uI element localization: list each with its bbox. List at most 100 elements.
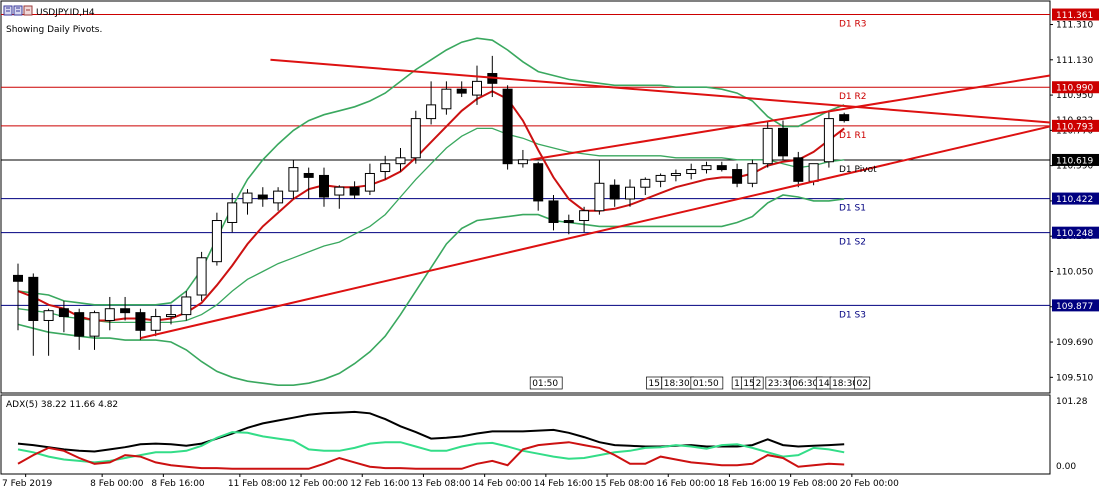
- candle[interactable]: [548, 195, 559, 231]
- candle[interactable]: [670, 169, 681, 182]
- time-marker-text: 23:30: [768, 379, 794, 389]
- candle[interactable]: [334, 185, 345, 209]
- bollinger-upper-line: [17, 37, 845, 306]
- candle[interactable]: [273, 187, 284, 211]
- candle[interactable]: [196, 251, 207, 301]
- candle-body: [426, 104, 437, 120]
- time-tick-label: 12 Feb 16:00: [350, 479, 409, 489]
- candle[interactable]: [410, 110, 421, 164]
- candle-body: [640, 178, 651, 188]
- candle[interactable]: [732, 163, 743, 188]
- price-box-4: [1052, 192, 1099, 205]
- candle[interactable]: [762, 120, 773, 168]
- trendline-2[interactable]: [140, 125, 1051, 340]
- candle[interactable]: [242, 189, 253, 215]
- candle[interactable]: [319, 167, 329, 207]
- candle[interactable]: [823, 110, 834, 168]
- candle[interactable]: [517, 149, 528, 168]
- candle[interactable]: [28, 273, 39, 356]
- candle[interactable]: [426, 81, 437, 125]
- candle-body: [548, 200, 559, 223]
- candle[interactable]: [625, 179, 635, 207]
- candle[interactable]: [104, 296, 115, 331]
- candle[interactable]: [472, 65, 482, 105]
- candle[interactable]: [43, 308, 54, 356]
- candle-body: [211, 220, 222, 263]
- candle[interactable]: [58, 300, 69, 333]
- candle[interactable]: [701, 161, 712, 174]
- chart-type-icon[interactable]: [3, 5, 33, 16]
- price-box-1: [1052, 81, 1099, 94]
- candle-body: [655, 174, 666, 182]
- candle[interactable]: [563, 214, 574, 235]
- candle-body: [793, 157, 804, 182]
- time-marker-text: 01:50: [532, 379, 558, 389]
- candle-body: [181, 296, 192, 316]
- pivot-label-2: D1 R1: [839, 131, 867, 141]
- bollinger-lower-line: [17, 194, 845, 387]
- time-tick-label: 20 Feb 00:00: [840, 479, 899, 489]
- candle[interactable]: [456, 81, 467, 98]
- price-tick-label: 111.130: [1056, 56, 1093, 66]
- candle-body: [120, 308, 131, 314]
- candle[interactable]: [594, 159, 605, 215]
- candle[interactable]: [716, 161, 727, 172]
- candle[interactable]: [640, 177, 651, 196]
- candle-body: [808, 163, 819, 182]
- candle-body: [28, 276, 39, 321]
- time-marker-box: [854, 376, 871, 390]
- pivot-label-5: D1 S2: [839, 238, 866, 248]
- candle-body: [456, 88, 467, 94]
- candle[interactable]: [181, 291, 192, 321]
- candle[interactable]: [211, 212, 222, 266]
- candle[interactable]: [793, 151, 804, 188]
- candle[interactable]: [150, 308, 161, 337]
- time-tick-label: 11 Feb 08:00: [228, 479, 287, 489]
- candle[interactable]: [839, 112, 850, 123]
- candle[interactable]: [395, 148, 406, 172]
- candle[interactable]: [227, 193, 238, 233]
- candle[interactable]: [74, 308, 85, 350]
- candle[interactable]: [747, 159, 758, 188]
- candle[interactable]: [579, 206, 590, 233]
- candle[interactable]: [380, 155, 391, 180]
- time-tick-label: 13 Feb 08:00: [411, 479, 470, 489]
- time-marker-box: [753, 376, 764, 390]
- candle[interactable]: [166, 304, 176, 325]
- trendline-1[interactable]: [530, 74, 1051, 161]
- candle-body: [410, 118, 421, 159]
- time-marker-box: [529, 376, 563, 390]
- candle[interactable]: [89, 310, 100, 350]
- candle[interactable]: [135, 308, 146, 341]
- candle-body: [823, 118, 834, 163]
- candle[interactable]: [349, 181, 360, 199]
- trendlines-layer[interactable]: [140, 58, 1051, 340]
- pivot-label-0: D1 R3: [839, 20, 867, 30]
- candles-layer[interactable]: [13, 55, 850, 356]
- candle[interactable]: [303, 167, 314, 199]
- candle[interactable]: [441, 81, 452, 115]
- trendline-0[interactable]: [270, 58, 1051, 124]
- candle[interactable]: [686, 163, 697, 180]
- time-marker-text: 15: [648, 379, 659, 389]
- time-marker-text: 01:50: [693, 379, 719, 389]
- candle[interactable]: [257, 187, 268, 207]
- symbol-title: USDJPY.ID,H4: [36, 8, 95, 18]
- candle[interactable]: [533, 161, 544, 211]
- candle-body: [257, 194, 268, 200]
- candle[interactable]: [655, 173, 666, 188]
- time-axis[interactable]: 7 Feb 2019 8 Feb 00:00 8 Feb 16:00 11 Feb 0…: [2, 474, 899, 489]
- candle-body: [839, 114, 850, 122]
- candle[interactable]: [502, 85, 513, 170]
- time-tick-label: 16 Feb 00:00: [656, 479, 715, 489]
- candle[interactable]: [120, 296, 131, 321]
- candle[interactable]: [288, 159, 299, 199]
- candle[interactable]: [609, 179, 620, 207]
- price-box-2: [1052, 119, 1099, 132]
- candle[interactable]: [778, 120, 788, 160]
- candle[interactable]: [364, 163, 375, 196]
- candle[interactable]: [13, 263, 23, 331]
- time-tick-label: 12 Feb 00:00: [289, 479, 348, 489]
